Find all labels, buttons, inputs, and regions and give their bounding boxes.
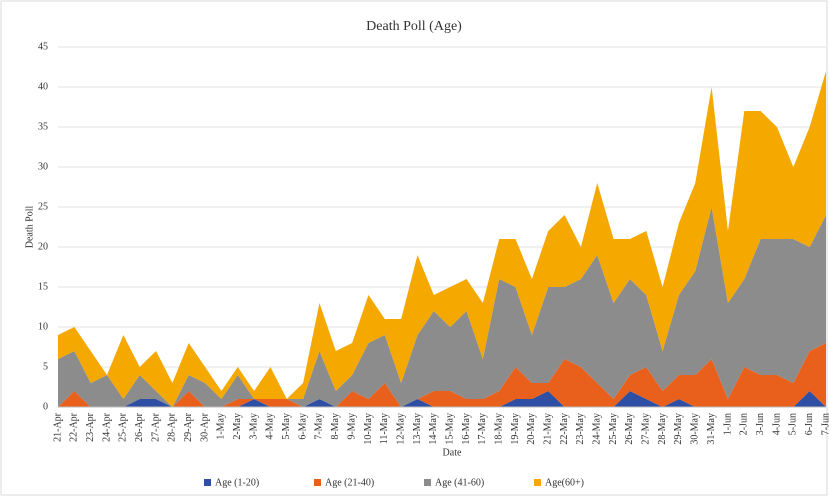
area [58,343,826,407]
x-tick-label: 28-Apr [167,412,178,442]
x-tick-label: 21-Apr [52,412,63,442]
x-tick-label: 22-May [559,413,570,445]
x-tick-label: 15-May [444,413,455,445]
legend-label: Age(60+) [545,477,584,488]
x-tick-label: 16-May [461,413,472,445]
x-tick-label: 14-May [428,413,439,445]
x-tick-label: 12-May [395,413,406,445]
x-tick-label: 6-May [297,413,308,440]
x-tick-label: 1-May [216,413,227,440]
x-tick-label: 19-May [510,413,521,445]
x-tick-label: 30-Apr [199,412,210,442]
area [58,207,826,407]
x-tick-label: 5-May [281,413,292,440]
x-tick-label: 23-May [575,413,586,445]
y-tick-label: 25 [38,201,48,212]
x-tick-label: 3-May [248,413,259,440]
x-tick-label: 31-May [706,413,717,445]
x-tick-label: 1-Jun [722,413,733,435]
area [58,391,826,407]
y-tick-label: 30 [38,161,48,172]
legend-swatch [314,479,321,486]
x-tick-label: 30-May [690,413,701,445]
x-tick-label: 29-Apr [183,412,194,442]
y-tick-label: 15 [38,281,48,292]
y-tick-label: 0 [43,401,48,412]
y-tick-label: 5 [43,361,48,372]
legend-label: Age (1-20) [215,477,259,488]
x-tick-label: 2-May [232,413,243,440]
x-tick-label: 6-Jun [804,413,815,435]
x-tick-label: 22-Apr [69,412,80,442]
x-tick-label: 29-May [673,413,684,445]
x-tick-label: 9-May [346,413,357,440]
x-tick-label: 10-May [363,413,374,445]
y-tick-label: 20 [38,241,48,252]
x-tick-label: 17-May [477,413,488,445]
x-tick-label: 24-Apr [101,412,112,442]
x-tick-label: 20-May [526,413,537,445]
x-tick-label: 4-May [265,413,276,440]
x-tick-label: 4-Jun [771,413,782,435]
x-tick-label: 18-May [493,413,504,445]
x-tick-label: 25-May [608,413,619,445]
x-tick-label: 8-May [330,413,341,440]
area [58,71,826,407]
x-tick-label: 23-Apr [85,412,96,442]
legend-swatch [204,479,211,486]
x-tick-label: 5-Jun [788,413,799,435]
x-tick-label: 11-May [379,413,390,444]
x-tick-label: 3-Jun [755,413,766,435]
x-tick-label: 26-Apr [134,412,145,442]
x-tick-label: 24-May [592,413,603,445]
x-tick-label: 27-May [641,413,652,445]
x-tick-label: 26-May [624,413,635,445]
x-tick-label: 27-Apr [150,412,161,442]
y-tick-label: 40 [38,81,48,92]
x-axis-label: Date [443,447,462,458]
chart-title: Death Poll (Age) [366,19,462,34]
legend-swatch [534,479,541,486]
legend-label: Age (21-40) [325,477,374,488]
x-tick-label: 7-Jun [820,413,829,435]
legend-swatch [424,479,431,486]
x-tick-label: 25-Apr [118,412,129,442]
x-tick-label: 28-May [657,413,668,445]
y-axis-label: Death Poll [24,206,35,249]
x-tick-label: 2-Jun [739,413,750,435]
y-tick-label: 10 [38,321,48,332]
legend-label: Age (41-60) [435,477,484,488]
x-tick-label: 13-May [412,413,423,445]
x-tick-label: 7-May [314,413,325,440]
y-tick-label: 45 [38,41,48,52]
y-tick-label: 35 [38,121,48,132]
x-tick-label: 21-May [543,413,554,445]
